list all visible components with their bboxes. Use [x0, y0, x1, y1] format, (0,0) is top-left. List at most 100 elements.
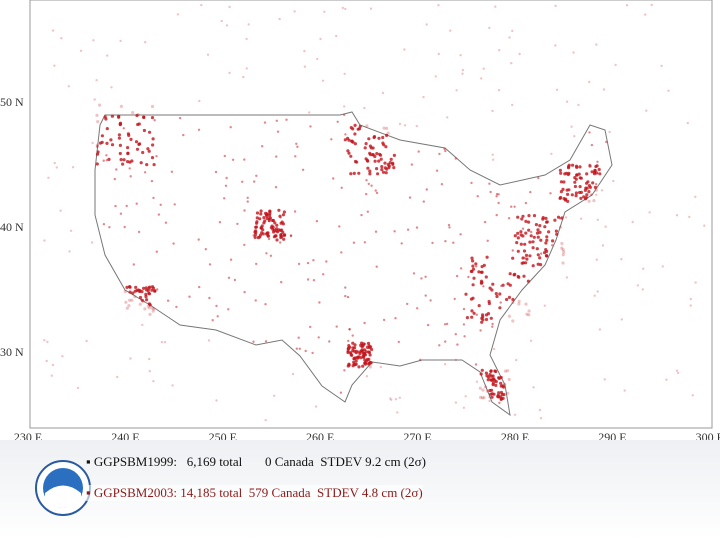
gps-point [366, 166, 370, 170]
gps-point [110, 143, 115, 147]
gps-point [536, 228, 540, 232]
gps-point [479, 372, 483, 376]
gps-point [520, 217, 524, 221]
gps-point [397, 340, 400, 344]
gps-point [506, 369, 510, 373]
gps-point [511, 319, 515, 323]
gps-point [142, 115, 146, 119]
gps-point [614, 63, 617, 67]
gps-point [118, 123, 122, 127]
gps-point [379, 157, 383, 161]
gps-point [486, 378, 490, 382]
gps-point [532, 214, 537, 218]
gps-point [648, 211, 651, 214]
gps-point [490, 374, 494, 378]
gps-point [498, 401, 501, 405]
gps-point [511, 300, 515, 305]
gps-point [347, 151, 351, 155]
gps-point [472, 311, 476, 315]
gps-point [590, 170, 594, 174]
gps-point [335, 325, 338, 328]
gps-point [499, 381, 503, 385]
gps-point [484, 371, 488, 375]
gps-point [535, 231, 540, 235]
gps-point [61, 355, 64, 358]
gps-point [346, 136, 350, 140]
gps-point [478, 386, 482, 390]
gps-point [489, 392, 493, 396]
gps-point [689, 304, 692, 307]
gps-point [539, 263, 543, 267]
gps-point [298, 347, 301, 350]
gps-point [484, 275, 488, 279]
gps-point [367, 350, 371, 354]
gps-point [243, 243, 246, 247]
gps-point [253, 180, 256, 183]
gps-point [354, 359, 358, 363]
gps-point [482, 396, 486, 400]
gps-point [525, 312, 529, 316]
gps-point [275, 227, 279, 231]
gps-point [555, 232, 559, 236]
gps-point [650, 3, 653, 7]
gps-point [245, 37, 248, 41]
gps-point [363, 241, 367, 244]
gps-point [516, 236, 520, 240]
gps-point [588, 131, 591, 134]
gps-point [499, 301, 502, 304]
gps-point [273, 221, 277, 225]
gps-point [353, 123, 357, 127]
gps-point [135, 147, 140, 151]
gps-point [264, 340, 268, 343]
gps-point [497, 201, 500, 205]
gps-point [198, 99, 201, 103]
gps-point [574, 194, 578, 198]
gps-point [279, 235, 283, 240]
gps-point [262, 216, 266, 220]
gps-point [215, 399, 218, 402]
gps-point [318, 301, 321, 304]
gps-point [572, 51, 575, 54]
gps-point [122, 158, 126, 162]
gps-point [360, 345, 364, 349]
gps-point [454, 157, 457, 160]
gps-point [443, 323, 447, 326]
gps-point [147, 292, 152, 296]
gps-point [197, 128, 201, 131]
gps-point [225, 176, 228, 180]
gps-point [255, 220, 259, 224]
gps-point [208, 296, 211, 300]
gps-point [297, 336, 300, 339]
gps-point [574, 164, 579, 168]
gps-point [489, 369, 493, 373]
gps-point [229, 258, 233, 261]
gps-point [343, 105, 346, 108]
gps-point [573, 184, 578, 189]
gps-point [467, 275, 470, 279]
gps-point [470, 309, 474, 313]
gps-point [148, 370, 151, 373]
gps-point [125, 285, 129, 289]
gps-point [328, 340, 331, 343]
gps-point [608, 130, 611, 134]
gps-point [590, 143, 594, 147]
gps-point [488, 182, 491, 185]
gps-point [406, 302, 409, 306]
gps-point [385, 167, 389, 171]
gps-point [133, 295, 137, 299]
gps-point [645, 109, 648, 112]
gps-point [529, 190, 532, 194]
gps-point [151, 143, 155, 147]
gps-point [283, 233, 287, 237]
gps-point [511, 249, 514, 252]
gps-point [314, 405, 318, 408]
gps-point [346, 364, 350, 368]
gps-point [470, 269, 474, 273]
gps-point [274, 234, 278, 238]
gps-point [76, 386, 80, 390]
gps-point [138, 142, 142, 146]
gps-point [507, 377, 511, 382]
gps-point [597, 167, 601, 172]
gps-point [527, 313, 531, 317]
gps-point [510, 205, 513, 208]
